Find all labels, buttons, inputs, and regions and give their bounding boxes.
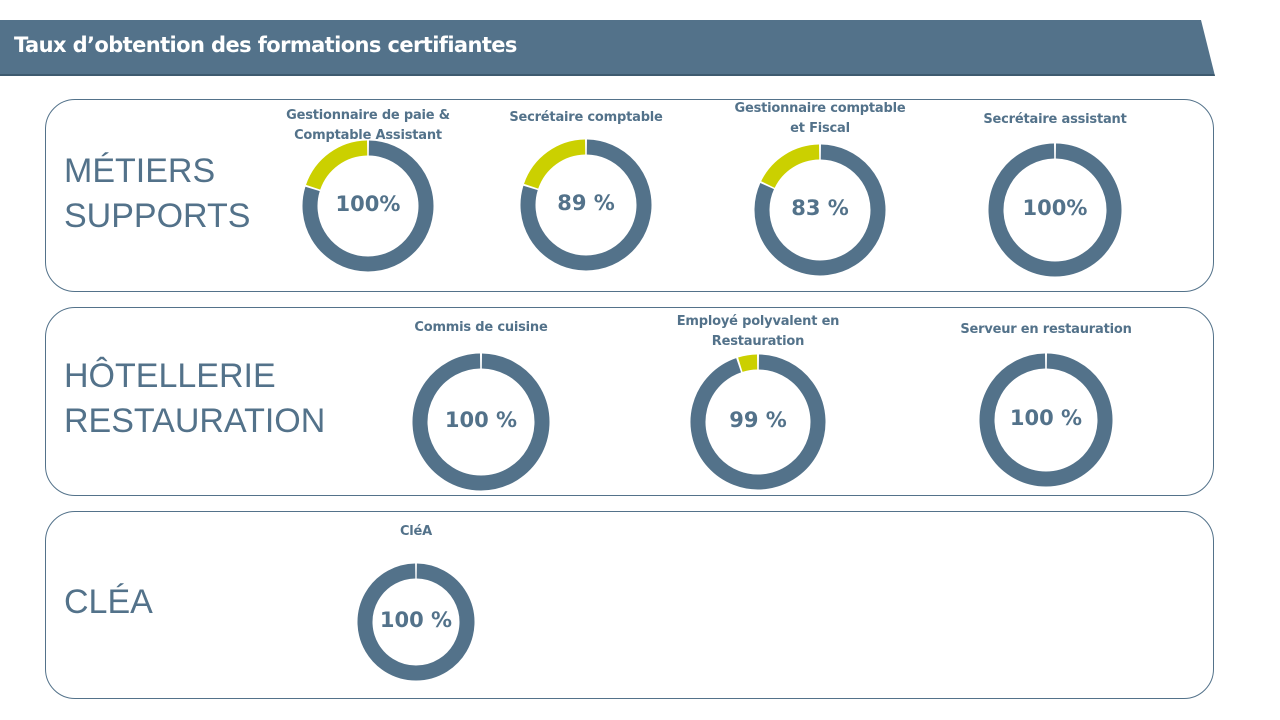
donut-value-label: 100 %	[1009, 406, 1083, 430]
category-label: CLÉA	[64, 583, 153, 621]
donut-value-label: 100%	[335, 192, 401, 216]
donut-title: Employé polyvalent en Restauration	[676, 314, 840, 349]
donut-value-label: 100 %	[379, 608, 453, 632]
panel-clea	[45, 511, 1214, 699]
donut-value-label: 99 %	[729, 408, 787, 432]
title-banner: Taux d’obtention des formations certifia…	[0, 20, 1215, 76]
donut-main-segment	[754, 144, 886, 276]
panel-hotellerie-restauration	[45, 307, 1214, 496]
donut-title: Secrétaire assistant	[983, 112, 1127, 127]
donut-main-segment	[520, 139, 652, 271]
donut-accent-segment	[738, 354, 758, 372]
donut-main-segment	[979, 353, 1113, 487]
donut-main-segment	[302, 140, 434, 272]
donut-title: CléA	[399, 524, 433, 539]
donut-main-segment	[690, 354, 826, 490]
donut-title: Gestionnaire de paie & Comptable Assista…	[286, 108, 450, 143]
donut-title: Serveur en restauration	[960, 322, 1132, 337]
donut-main-segment	[357, 563, 475, 681]
donut-value-label: 100 %	[444, 408, 518, 432]
donut-title: Secrétaire comptable	[509, 110, 663, 125]
donut-value-label: 89 %	[557, 191, 615, 215]
page-title: Taux d’obtention des formations certifia…	[14, 33, 517, 57]
donut-accent-segment	[761, 144, 820, 189]
panel-metiers-supports	[45, 99, 1214, 292]
donut-main-segment	[988, 143, 1122, 277]
category-label: MÉTIERS SUPPORTS	[64, 152, 251, 235]
donut-value-label: 100%	[1022, 196, 1088, 220]
category-label: HÔTELLERIE RESTAURATION	[64, 357, 326, 440]
donut-accent-segment	[306, 140, 368, 190]
donut-title: Commis de cuisine	[414, 320, 548, 335]
donut-main-segment	[412, 353, 550, 491]
donut-value-label: 83 %	[791, 196, 849, 220]
donut-accent-segment	[524, 139, 586, 189]
donut-title: Gestionnaire comptable et Fiscal	[734, 101, 906, 136]
